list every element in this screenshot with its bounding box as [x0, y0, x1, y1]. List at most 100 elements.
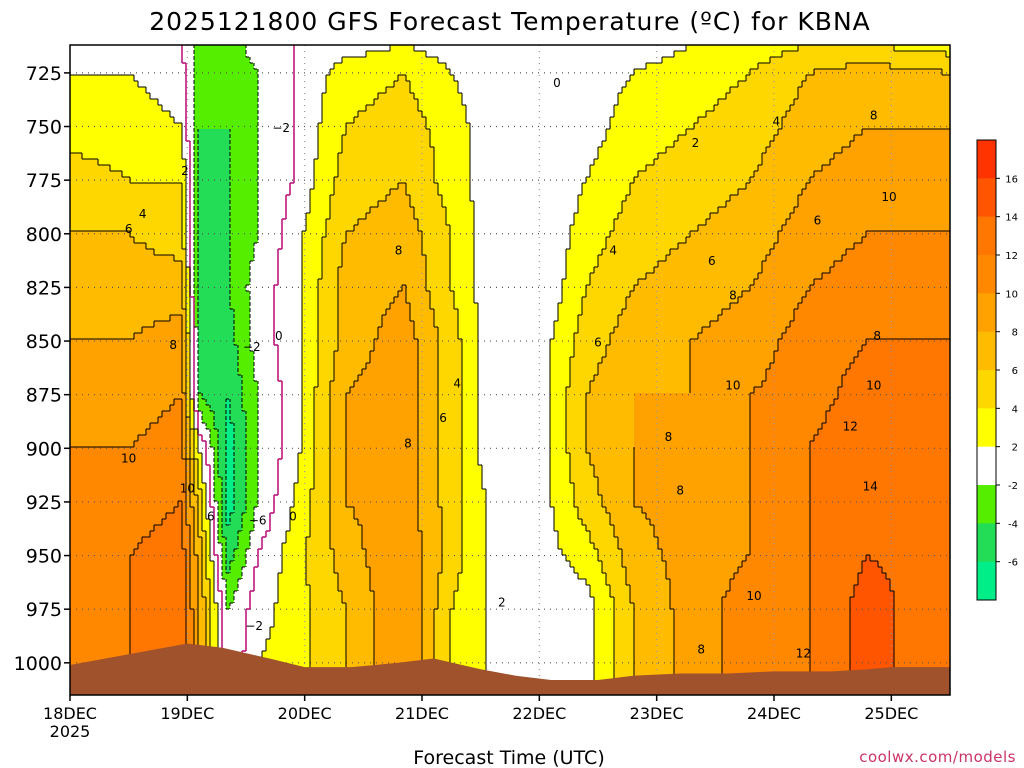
temperature-cell [114, 363, 119, 370]
temperature-cell [162, 381, 167, 388]
temperature-cell [174, 441, 179, 448]
temperature-cell [70, 393, 75, 400]
temperature-cell [214, 351, 219, 358]
temperature-cell [166, 387, 171, 394]
temperature-cell [74, 291, 79, 298]
temperature-cell [182, 549, 187, 556]
temperature-cell [138, 459, 143, 466]
temperature-cell [90, 627, 95, 634]
temperature-cell [126, 93, 131, 100]
temperature-cell [90, 99, 95, 106]
temperature-cell [70, 411, 75, 418]
temperature-cell [230, 117, 235, 124]
temperature-cell [166, 567, 171, 574]
temperature-cell [110, 459, 115, 466]
temperature-cell [222, 207, 227, 214]
temperature-cell [114, 213, 119, 220]
temperature-cell [158, 471, 163, 478]
temperature-cell [98, 237, 103, 244]
temperature-cell [202, 411, 207, 418]
temperature-cell [246, 141, 251, 148]
temperature-cell [210, 69, 215, 76]
temperature-cell [186, 315, 191, 322]
temperature-cell [174, 399, 179, 406]
temperature-cell [98, 171, 103, 178]
temperature-cell [150, 567, 155, 574]
temperature-cell [198, 189, 203, 196]
temperature-cell [190, 87, 195, 94]
temperature-cell [238, 45, 243, 52]
temperature-cell [210, 57, 215, 64]
temperature-cell [98, 333, 103, 340]
temperature-cell [230, 297, 235, 304]
temperature-cell [130, 501, 135, 508]
temperature-cell [110, 513, 115, 520]
temperature-cell [134, 537, 139, 544]
temperature-cell [158, 477, 163, 484]
temperature-cell [102, 189, 107, 196]
temperature-cell [190, 237, 195, 244]
temperature-cell [190, 117, 195, 124]
temperature-cell [186, 285, 191, 292]
temperature-cell [206, 405, 211, 412]
temperature-cell [94, 261, 99, 268]
temperature-cell [218, 111, 223, 118]
temperature-cell [198, 465, 203, 472]
temperature-cell [118, 501, 123, 508]
temperature-cell [250, 573, 255, 580]
temperature-cell [82, 435, 87, 442]
temperature-cell [158, 399, 163, 406]
temperature-cell [134, 627, 139, 634]
temperature-cell [210, 471, 215, 478]
temperature-cell [106, 327, 111, 334]
temperature-cell [70, 105, 75, 112]
temperature-cell [150, 417, 155, 424]
temperature-cell [166, 477, 171, 484]
temperature-cell [142, 459, 147, 466]
temperature-cell [154, 501, 159, 508]
temperature-cell [222, 171, 227, 178]
temperature-cell [246, 477, 251, 484]
temperature-cell [154, 93, 159, 100]
temperature-cell [70, 429, 75, 436]
temperature-cell [170, 363, 175, 370]
temperature-cell [94, 255, 99, 262]
temperature-cell [242, 459, 247, 466]
temperature-cell [250, 315, 255, 322]
temperature-cell [234, 465, 239, 472]
temperature-cell [78, 621, 83, 628]
temperature-cell [106, 45, 111, 52]
temperature-cell [174, 591, 179, 598]
temperature-cell [250, 459, 255, 466]
temperature-cell [190, 75, 195, 82]
temperature-cell [166, 219, 171, 226]
temperature-cell [214, 339, 219, 346]
temperature-cell [222, 351, 227, 358]
temperature-cell [242, 345, 247, 352]
temperature-cell [190, 135, 195, 142]
temperature-cell [170, 183, 175, 190]
temperature-cell [86, 579, 91, 586]
temperature-cell [186, 429, 191, 436]
temperature-cell [238, 603, 243, 610]
temperature-cell [86, 387, 91, 394]
temperature-cell [190, 483, 195, 490]
temperature-cell [154, 507, 159, 514]
temperature-cell [70, 123, 75, 130]
temperature-cell [162, 117, 167, 124]
temperature-cell [178, 75, 183, 82]
temperature-cell [106, 459, 111, 466]
temperature-cell [102, 363, 107, 370]
temperature-cell [74, 63, 79, 70]
temperature-cell [82, 297, 87, 304]
temperature-cell [102, 453, 107, 460]
temperature-cell [162, 465, 167, 472]
temperature-cell [218, 153, 223, 160]
temperature-cell [146, 261, 151, 268]
temperature-cell [86, 117, 91, 124]
temperature-cell [234, 171, 239, 178]
temperature-cell [238, 255, 243, 262]
temperature-cell [82, 345, 87, 352]
temperature-cell [154, 87, 159, 94]
temperature-cell [174, 51, 179, 58]
